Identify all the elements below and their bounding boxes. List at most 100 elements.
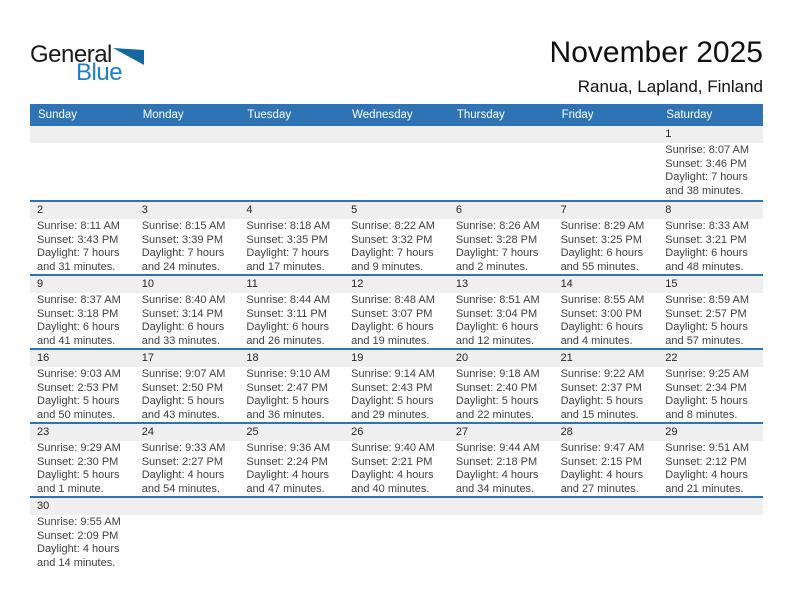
day-number: 3 xyxy=(134,202,240,219)
cell-details xyxy=(239,515,344,516)
calendar-cell: 12 Sunrise: 8:48 AM Sunset: 3:07 PM Dayligh… xyxy=(344,276,449,348)
day-number xyxy=(448,498,554,515)
cell-details xyxy=(135,515,240,516)
calendar-cell xyxy=(134,126,240,200)
cell-line: Sunset: 3:07 PM xyxy=(351,307,433,320)
day-number: 4 xyxy=(239,202,345,219)
cell-line: Sunrise: 9:03 AM xyxy=(37,368,121,380)
cell-line: Sunset: 3:11 PM xyxy=(246,307,327,320)
cell-line: Daylight: 4 hours xyxy=(37,543,120,555)
calendar-cell xyxy=(658,498,763,570)
cell-line: Daylight: 6 hours xyxy=(351,321,434,333)
cell-line: Sunrise: 9:36 AM xyxy=(246,442,331,454)
day-number: 11 xyxy=(239,276,345,293)
day-number xyxy=(134,126,240,143)
cell-details: Sunrise: 8:51 AM Sunset: 3:04 PM Daylight:… xyxy=(449,293,554,348)
cell-details: Sunrise: 9:22 AM Sunset: 2:37 PM Daylight:… xyxy=(554,367,659,422)
cell-line: Daylight: 5 hours xyxy=(246,395,329,407)
cell-line: Sunrise: 9:29 AM xyxy=(37,442,121,454)
cell-line: and 22 minutes. xyxy=(455,408,535,421)
cell-line: Sunset: 3:21 PM xyxy=(665,233,747,246)
cell-line: Daylight: 5 hours xyxy=(560,395,644,407)
day-number: 12 xyxy=(344,276,449,293)
day-number: 1 xyxy=(658,126,763,143)
calendar-cell: 15 Sunrise: 8:59 AM Sunset: 2:57 PM Dayligh… xyxy=(658,276,763,348)
cell-line: Sunset: 2:18 PM xyxy=(455,455,538,468)
calendar-cell: 26 Sunrise: 9:40 AM Sunset: 2:21 PM Dayligh… xyxy=(344,424,449,496)
general-blue-logo: General Blue xyxy=(30,42,144,85)
cell-line: Sunset: 3:32 PM xyxy=(351,233,433,246)
day-number: 24 xyxy=(134,424,240,441)
cell-line: Daylight: 6 hours xyxy=(560,321,644,333)
cell-line: and 17 minutes. xyxy=(246,260,325,273)
cell-line: Sunrise: 8:51 AM xyxy=(455,294,540,306)
cell-details: Sunrise: 9:07 AM Sunset: 2:50 PM Daylight:… xyxy=(135,367,240,422)
day-number: 18 xyxy=(239,350,345,367)
cell-line: Daylight: 7 hours xyxy=(665,171,748,183)
day-number xyxy=(553,498,659,515)
cell-line: Daylight: 6 hours xyxy=(37,321,120,333)
calendar-cell xyxy=(344,126,449,200)
cell-details: Sunrise: 8:26 AM Sunset: 3:28 PM Daylight:… xyxy=(449,219,554,274)
week-row: 9 Sunrise: 8:37 AM Sunset: 3:18 PM Daylight… xyxy=(30,274,763,348)
cell-line: Daylight: 4 hours xyxy=(246,469,329,481)
cell-details xyxy=(30,143,135,144)
cell-details: Sunrise: 8:44 AM Sunset: 3:11 PM Daylight:… xyxy=(239,293,344,348)
cell-line: and 26 minutes. xyxy=(246,334,325,347)
cell-details: Sunrise: 9:29 AM Sunset: 2:30 PM Daylight:… xyxy=(30,441,135,496)
cell-line: Daylight: 4 hours xyxy=(665,469,748,481)
cell-line: and 9 minutes. xyxy=(351,260,424,273)
day-number: 28 xyxy=(553,424,659,441)
day-number: 5 xyxy=(344,202,449,219)
cell-line: Daylight: 4 hours xyxy=(560,469,644,481)
cell-details xyxy=(554,143,659,144)
cell-line: and 40 minutes. xyxy=(351,482,430,495)
calendar-cell: 25 Sunrise: 9:36 AM Sunset: 2:24 PM Dayligh… xyxy=(239,424,345,496)
cell-line: Daylight: 5 hours xyxy=(455,395,539,407)
cell-details: Sunrise: 9:55 AM Sunset: 2:09 PM Daylight:… xyxy=(30,515,135,570)
day-number: 8 xyxy=(658,202,763,219)
cell-line: Sunset: 2:50 PM xyxy=(141,381,224,394)
cell-line: and 1 minute. xyxy=(37,482,104,495)
cell-details xyxy=(239,143,344,144)
cell-line: and 36 minutes. xyxy=(246,408,325,421)
cell-line: Sunrise: 9:18 AM xyxy=(455,368,540,380)
day-number: 9 xyxy=(30,276,135,293)
calendar-cell xyxy=(553,498,659,570)
calendar-cell: 6 Sunrise: 8:26 AM Sunset: 3:28 PM Daylight… xyxy=(448,202,554,274)
cell-details: Sunrise: 9:25 AM Sunset: 2:34 PM Daylight:… xyxy=(658,367,763,422)
day-number: 10 xyxy=(134,276,240,293)
cell-line: Sunset: 2:12 PM xyxy=(665,455,747,468)
cell-line: Sunset: 2:21 PM xyxy=(351,455,433,468)
cell-line: Sunrise: 8:29 AM xyxy=(560,220,645,232)
cell-line: Sunset: 3:39 PM xyxy=(141,233,224,246)
cell-line: Sunrise: 9:25 AM xyxy=(665,368,750,380)
day-number: 6 xyxy=(448,202,554,219)
cell-line: Daylight: 7 hours xyxy=(141,247,225,259)
cell-line: Sunset: 2:27 PM xyxy=(141,455,224,468)
cell-line: Sunrise: 9:51 AM xyxy=(665,442,750,454)
cell-line: Sunrise: 9:44 AM xyxy=(455,442,540,454)
day-number: 30 xyxy=(30,498,135,515)
cell-line: and 57 minutes. xyxy=(665,334,744,347)
day-number xyxy=(553,126,659,143)
calendar-cell: 19 Sunrise: 9:14 AM Sunset: 2:43 PM Dayligh… xyxy=(344,350,449,422)
cell-line: Daylight: 6 hours xyxy=(665,247,748,259)
day-number: 15 xyxy=(658,276,763,293)
cell-details: Sunrise: 9:51 AM Sunset: 2:12 PM Daylight:… xyxy=(658,441,763,496)
calendar-cell: 17 Sunrise: 9:07 AM Sunset: 2:50 PM Dayligh… xyxy=(134,350,240,422)
weekday-thursday: Thursday xyxy=(456,109,505,121)
cell-details xyxy=(554,515,659,516)
day-number: 14 xyxy=(553,276,659,293)
cell-details: Sunrise: 8:22 AM Sunset: 3:32 PM Daylight:… xyxy=(344,219,449,274)
cell-line: and 43 minutes. xyxy=(141,408,220,421)
cell-line: Sunrise: 8:33 AM xyxy=(665,220,750,232)
day-number: 22 xyxy=(658,350,763,367)
calendar-cell xyxy=(448,498,554,570)
calendar-cell xyxy=(239,126,345,200)
page-subtitle: Ranua, Lapland, Finland xyxy=(577,77,763,96)
day-number: 2 xyxy=(30,202,135,219)
cell-details xyxy=(658,515,763,516)
cell-line: Sunset: 2:24 PM xyxy=(246,455,328,468)
